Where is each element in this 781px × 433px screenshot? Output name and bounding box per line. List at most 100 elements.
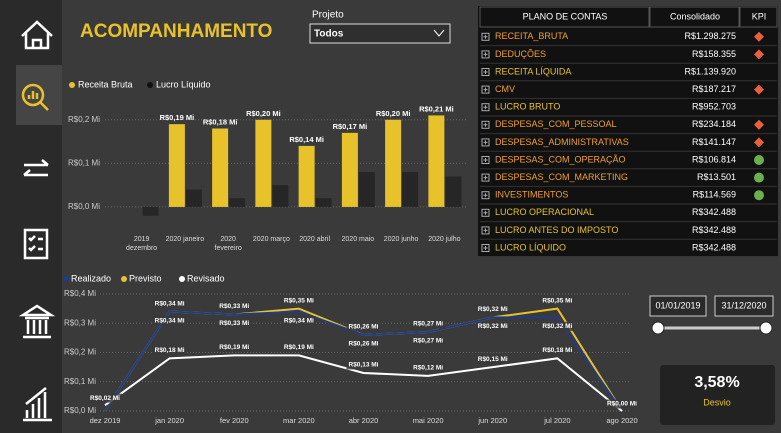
data-label: R$0,19 Mi — [219, 344, 249, 351]
expand-icon — [481, 120, 490, 129]
x-tick-label: jul 2020 — [543, 416, 570, 425]
data-label: R$0,34 Mi — [155, 300, 185, 307]
data-label: R$0,12 Mi — [413, 365, 443, 372]
slider-handle[interactable] — [759, 321, 773, 335]
expand-plus — [483, 122, 488, 127]
label-bg — [281, 342, 316, 352]
legend-marker — [69, 82, 75, 88]
data-label: R$0,21 Mi — [419, 104, 454, 113]
data-label: R$0,18 Mi — [203, 117, 238, 126]
date-start: 01/01/2019 — [655, 300, 700, 310]
bar — [229, 198, 246, 207]
date-start-box[interactable] — [649, 295, 707, 317]
y-tick-label: R$0,2 Mi — [68, 115, 100, 124]
legend-label: Receita Bruta — [78, 79, 133, 89]
label-bg — [540, 345, 575, 355]
data-label: R$0,34 Mi — [155, 317, 185, 324]
expand-plus — [483, 52, 488, 57]
expand-icon — [481, 68, 490, 76]
row-value: R$158.355 — [692, 49, 736, 59]
bar — [385, 119, 402, 207]
dropdown-arrow — [433, 29, 445, 37]
data-label: R$0,13 Mi — [349, 362, 379, 369]
expand-plus — [483, 193, 488, 198]
expand-icon — [481, 50, 490, 59]
column-header: KPI — [752, 11, 767, 21]
kpi-indicator — [754, 31, 764, 42]
legend-label: Revisado — [187, 273, 225, 283]
row-name: DEDUÇÕES — [495, 49, 546, 59]
expand-icon — [481, 156, 490, 164]
x-tick-label: dez 2019 — [90, 416, 121, 425]
kpi-indicator — [754, 190, 764, 201]
row-name: DESPESAS_ADMINISTRATIVAS — [495, 137, 629, 147]
row-value: R$13.501 — [697, 172, 736, 182]
label-bg — [281, 316, 316, 326]
dropdown-value: Todos — [314, 29, 344, 40]
y-tick-label: R$0,0 Mi — [64, 406, 96, 415]
header-cell — [479, 6, 650, 28]
label-bg — [411, 336, 446, 346]
data-label: R$0,19 Mi — [284, 344, 314, 351]
label-bg — [217, 301, 252, 311]
legend-marker — [179, 276, 185, 282]
dropdown[interactable] — [309, 23, 451, 44]
sidebar-icons[interactable] — [18, 20, 56, 422]
row-name: RECEITA LÍQUIDA — [495, 66, 571, 76]
x-tick-label: 2020 abril — [299, 236, 330, 243]
expand-plus — [483, 175, 488, 180]
data-label: R$0,35 Mi — [542, 297, 572, 304]
data-label: R$0,27 Mi — [413, 338, 443, 345]
kpi-value: 3,58% — [694, 374, 739, 391]
kpi-card — [660, 365, 775, 425]
expand-icon — [481, 32, 490, 41]
slider-handle[interactable] — [651, 321, 665, 335]
x-tick-label: 2020 março — [252, 236, 290, 243]
row-name: INVESTIMENTOS — [495, 190, 568, 200]
expand-icon — [481, 85, 490, 94]
row-value: R$1.298.275 — [684, 31, 736, 41]
bar — [428, 115, 445, 207]
expand-icon — [481, 226, 490, 235]
label-bg — [605, 399, 639, 409]
bar — [142, 206, 159, 216]
x-tick-label: 2020 julho — [428, 236, 461, 243]
row-value: R$234.184 — [692, 119, 736, 129]
y-tick-label: R$0,4 Mi — [64, 289, 96, 298]
y-tick-label: R$0,1 Mi — [64, 377, 96, 386]
row-value: R$141.147 — [692, 137, 736, 147]
line-series — [104, 354, 623, 412]
row-value: R$1.139.920 — [684, 66, 736, 76]
label-bg — [281, 296, 316, 306]
expand-icon — [481, 208, 490, 217]
x-tick-label: mai 2020 — [413, 416, 444, 425]
line-series — [104, 310, 623, 412]
data-label: R$0,35 Mi — [284, 297, 314, 304]
legend-marker — [147, 82, 153, 88]
x-tick-label: abr 2020 — [349, 416, 379, 425]
label-bg — [475, 321, 510, 331]
expand-icon — [481, 138, 490, 147]
bar — [402, 172, 419, 207]
date-end-box[interactable] — [714, 295, 774, 317]
expand-plus — [483, 228, 488, 233]
bar — [212, 128, 229, 207]
expand-plus — [483, 70, 488, 74]
x-tick-label: fev 2020 — [220, 416, 249, 425]
row-name: RECEITA_BRUTA — [495, 31, 568, 41]
legend-label: Previsto — [129, 273, 162, 283]
data-label: R$0,00 Mi — [607, 401, 637, 408]
data-label: R$0,15 Mi — [478, 356, 508, 363]
label-bg — [411, 363, 446, 373]
kpi-indicator — [754, 84, 764, 95]
data-label: R$0,20 Mi — [246, 109, 281, 118]
expand-icon — [481, 191, 490, 200]
row-name: DESPESAS_COM_PESSOAL — [495, 119, 617, 129]
kpi-indicator — [754, 119, 764, 130]
expand-icon — [481, 173, 490, 182]
data-label: R$0,26 Mi — [349, 341, 379, 348]
kpi-indicator — [754, 137, 764, 148]
expand-plus — [483, 87, 488, 92]
label-bg — [217, 342, 252, 352]
